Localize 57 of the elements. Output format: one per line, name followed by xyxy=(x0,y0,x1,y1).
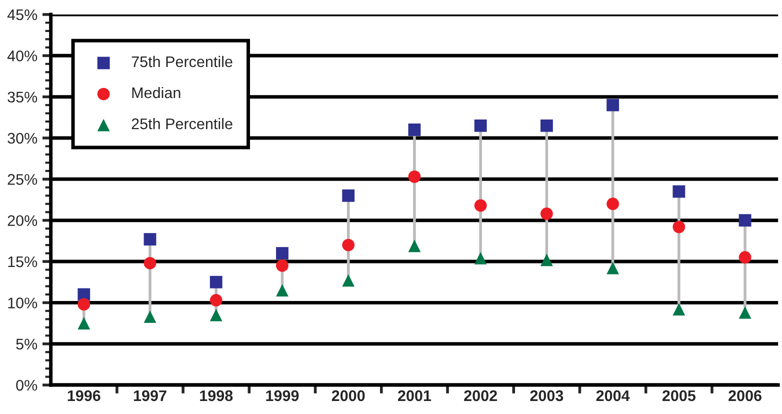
point xyxy=(210,276,222,288)
x-tick-label: 2006 xyxy=(728,390,762,402)
legend-label: Median xyxy=(132,86,180,98)
x-tick-label: 2002 xyxy=(464,390,497,402)
x-tick-label: 2001 xyxy=(398,390,432,402)
x-tick-label: 1999 xyxy=(266,390,299,402)
point xyxy=(78,298,90,311)
point xyxy=(540,208,553,220)
point xyxy=(672,185,686,198)
point xyxy=(474,199,487,212)
point xyxy=(144,233,156,246)
x-tick-label: 2003 xyxy=(530,390,564,402)
point xyxy=(474,119,487,132)
y-tick-label: 20% xyxy=(8,215,38,226)
point xyxy=(408,124,421,136)
x-tick-label: 2000 xyxy=(332,390,365,402)
y-tick-label: 40% xyxy=(7,50,38,62)
x-tick-label: 2005 xyxy=(662,390,696,402)
point xyxy=(606,198,620,210)
point xyxy=(210,308,222,322)
x-tick-label: 2004 xyxy=(596,390,630,402)
point xyxy=(474,252,487,264)
y-tick-label: 10% xyxy=(8,298,38,308)
point xyxy=(276,284,288,297)
x-tick-label: 1997 xyxy=(134,390,166,402)
point xyxy=(408,170,421,183)
point xyxy=(342,238,355,252)
point xyxy=(144,256,156,270)
point xyxy=(210,294,222,306)
y-tick-label: 30% xyxy=(8,132,38,144)
point xyxy=(738,306,752,319)
point xyxy=(738,251,752,264)
point xyxy=(672,220,686,234)
point xyxy=(276,247,288,260)
legend-label: 75th Percentile xyxy=(132,56,232,68)
point xyxy=(78,288,90,301)
point xyxy=(540,119,553,132)
point xyxy=(276,259,288,272)
y-tick-label: 45% xyxy=(7,9,38,20)
point xyxy=(144,310,156,323)
point xyxy=(738,214,752,227)
y-tick-label: 35% xyxy=(8,92,38,103)
point xyxy=(78,317,90,330)
y-tick-label: 25% xyxy=(8,174,38,185)
point xyxy=(408,240,421,252)
point xyxy=(606,98,620,112)
point xyxy=(672,303,686,316)
legend-label: 25th Percentile xyxy=(132,118,232,130)
x-tick-label: 1996 xyxy=(68,390,100,402)
point xyxy=(342,274,355,287)
y-tick-label: 5% xyxy=(16,338,38,350)
point xyxy=(606,262,620,274)
y-tick-label: 15% xyxy=(8,256,38,268)
point xyxy=(342,189,355,202)
point xyxy=(540,254,553,266)
x-tick-label: 1998 xyxy=(200,390,233,402)
y-tick-label: 0% xyxy=(16,380,38,391)
